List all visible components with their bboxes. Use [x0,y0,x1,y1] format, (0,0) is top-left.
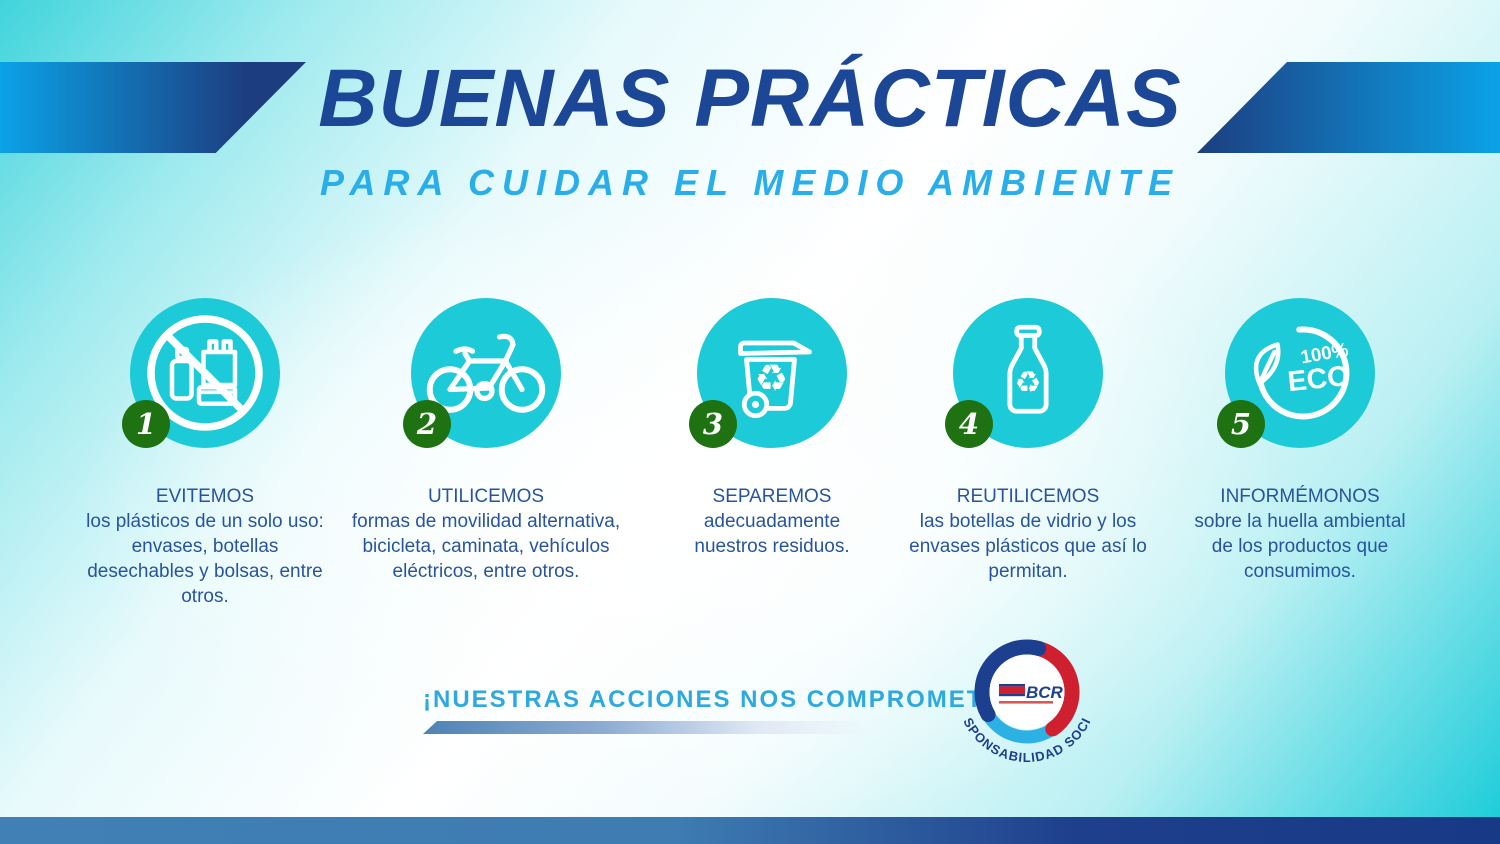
practice-item-utilicemos: 2 UTILICEMOS formas de movilidad alterna… [346,298,626,584]
reusable-bottle-icon: ♻︎ [1007,324,1049,414]
bottom-bar [0,817,1500,844]
page-title: BUENAS PRÁCTICAS [318,53,1182,144]
item-circle: ♻︎ 4 [945,298,1103,448]
eco-label: ECO [1286,360,1351,398]
bcr-responsabilidad-social-seal: BCR RESPONSABILIDAD SOCIAL [960,639,1093,765]
item-number-badge: 2 [403,400,451,448]
practice-item-informemonos: 100% ECO 5 INFORMÉMONOS sobre la huella … [1160,298,1440,584]
item-description: las botellas de vidrio y los envases plá… [909,511,1147,582]
practice-item-evitemos: 1 EVITEMOS los plásticos de un solo uso:… [65,298,345,609]
item-description: los plásticos de un solo uso: envases, b… [86,511,324,607]
item-number-badge: 4 [945,400,993,448]
item-circle: 2 [403,298,561,448]
item-circle: 1 [122,298,280,448]
logo-arc-navy [974,639,1047,722]
item-number: 5 [1230,406,1252,441]
flag-stripe-red [999,686,1025,694]
item-number-badge: 1 [122,400,170,448]
slogan-text: ¡NUESTRAS ACCIONES NOS COMPROMETEN! [423,686,1031,713]
item-number: 1 [135,406,157,441]
flag-stripe-bottom [999,694,1025,697]
header: BUENAS PRÁCTICAS PARA CUIDAR EL MEDIO AM… [0,53,1500,204]
practice-item-separemos: ♻︎ 3 SEPAREMOS adecuadamente nuestros re… [632,298,912,559]
recycling-bin-icon: ♻︎ [738,340,812,419]
item-description: formas de movilidad alternativa, bicicle… [351,511,621,582]
item-number: 4 [958,406,980,441]
bicycle-icon [426,333,546,413]
flag-stripe-top [999,684,1025,687]
logo-inner-disc [989,654,1065,730]
eco-100-percent-icon: 100% ECO [1253,326,1351,420]
item-circle: 100% ECO 5 [1217,298,1375,448]
item-circle: ♻︎ 3 [689,298,847,448]
logo-wordmark: BCR [1026,683,1064,702]
item-title: EVITEMOS [155,486,255,507]
recycle-symbol-glyph: ♻︎ [1015,367,1042,400]
practices-row: 1 EVITEMOS los plásticos de un solo uso:… [0,298,1500,618]
item-title: REUTILICEMOS [956,486,1100,507]
item-number-badge: 3 [689,400,737,448]
item-description: adecuadamente nuestros residuos. [694,511,850,557]
no-single-use-plastics-icon [147,315,263,431]
item-number-badge: 5 [1217,400,1265,448]
item-description: sobre la huella ambiental de los product… [1194,511,1406,582]
item-number: 2 [416,406,438,441]
logo-caption-bar [999,701,1053,704]
slogan-underline [423,721,885,734]
item-title: INFORMÉMONOS [1220,486,1380,507]
bcr-logo: BCR RESPONSABILIDAD SOCIAL [912,622,1142,782]
item-number: 3 [702,406,724,441]
practice-item-reutilicemos: ♻︎ 4 REUTILICEMOS las botellas de vidrio… [888,298,1168,584]
item-title: SEPAREMOS [712,486,832,507]
item-title: UTILICEMOS [427,486,545,507]
footer-slogan-block: ¡NUESTRAS ACCIONES NOS COMPROMETEN! [423,686,1031,734]
page-subtitle: PARA CUIDAR EL MEDIO AMBIENTE [319,162,1180,204]
